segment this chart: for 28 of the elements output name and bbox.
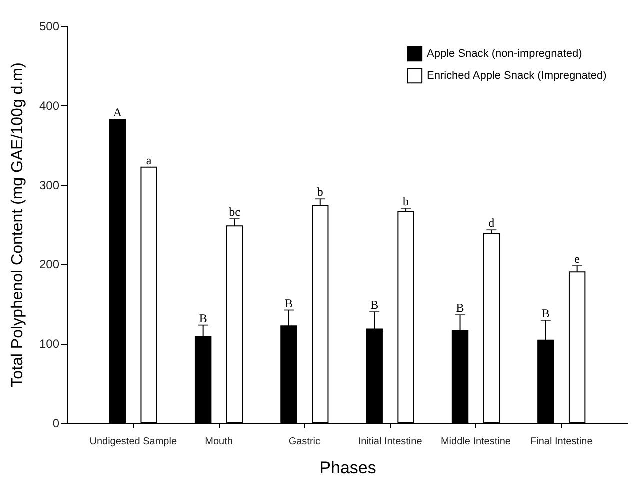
data-label: A: [113, 106, 122, 120]
x-tick-label: Initial Intestine: [358, 436, 423, 448]
y-tick-label: 0: [52, 416, 60, 430]
y-axis-title: Total Polyphenol Content (mg GAE/100g d.m): [9, 62, 26, 388]
x-axis-title: Phases: [320, 458, 376, 478]
data-label: e: [574, 252, 580, 266]
x-tick-label: Mouth: [205, 436, 233, 448]
y-tick-label: 500: [39, 20, 60, 34]
data-label: B: [456, 301, 464, 316]
x-tick-label: Undigested Sample: [90, 436, 178, 448]
y-tick-label: 100: [39, 337, 60, 352]
legend-label: Enriched Apple Snack (Impregnated): [427, 70, 607, 82]
x-tick-label: Gastric: [288, 436, 321, 448]
y-tick-label: 200: [39, 258, 60, 272]
data-label: b: [403, 194, 410, 209]
data-label: a: [146, 153, 152, 168]
data-label: bc: [229, 204, 240, 219]
data-label: b: [317, 185, 324, 200]
data-label: B: [199, 311, 208, 326]
data-label: B: [542, 306, 550, 321]
x-tick-label: Middle Intestine: [440, 436, 512, 448]
y-tick-label: 400: [39, 98, 60, 113]
y-tick-label: 300: [39, 178, 60, 192]
data-label: B: [370, 298, 379, 312]
data-label: B: [284, 296, 293, 310]
data-label: d: [488, 216, 495, 230]
x-tick-label: Final Intestine: [530, 436, 594, 448]
legend-label: Apple Snack (non-impregnated): [427, 48, 582, 60]
